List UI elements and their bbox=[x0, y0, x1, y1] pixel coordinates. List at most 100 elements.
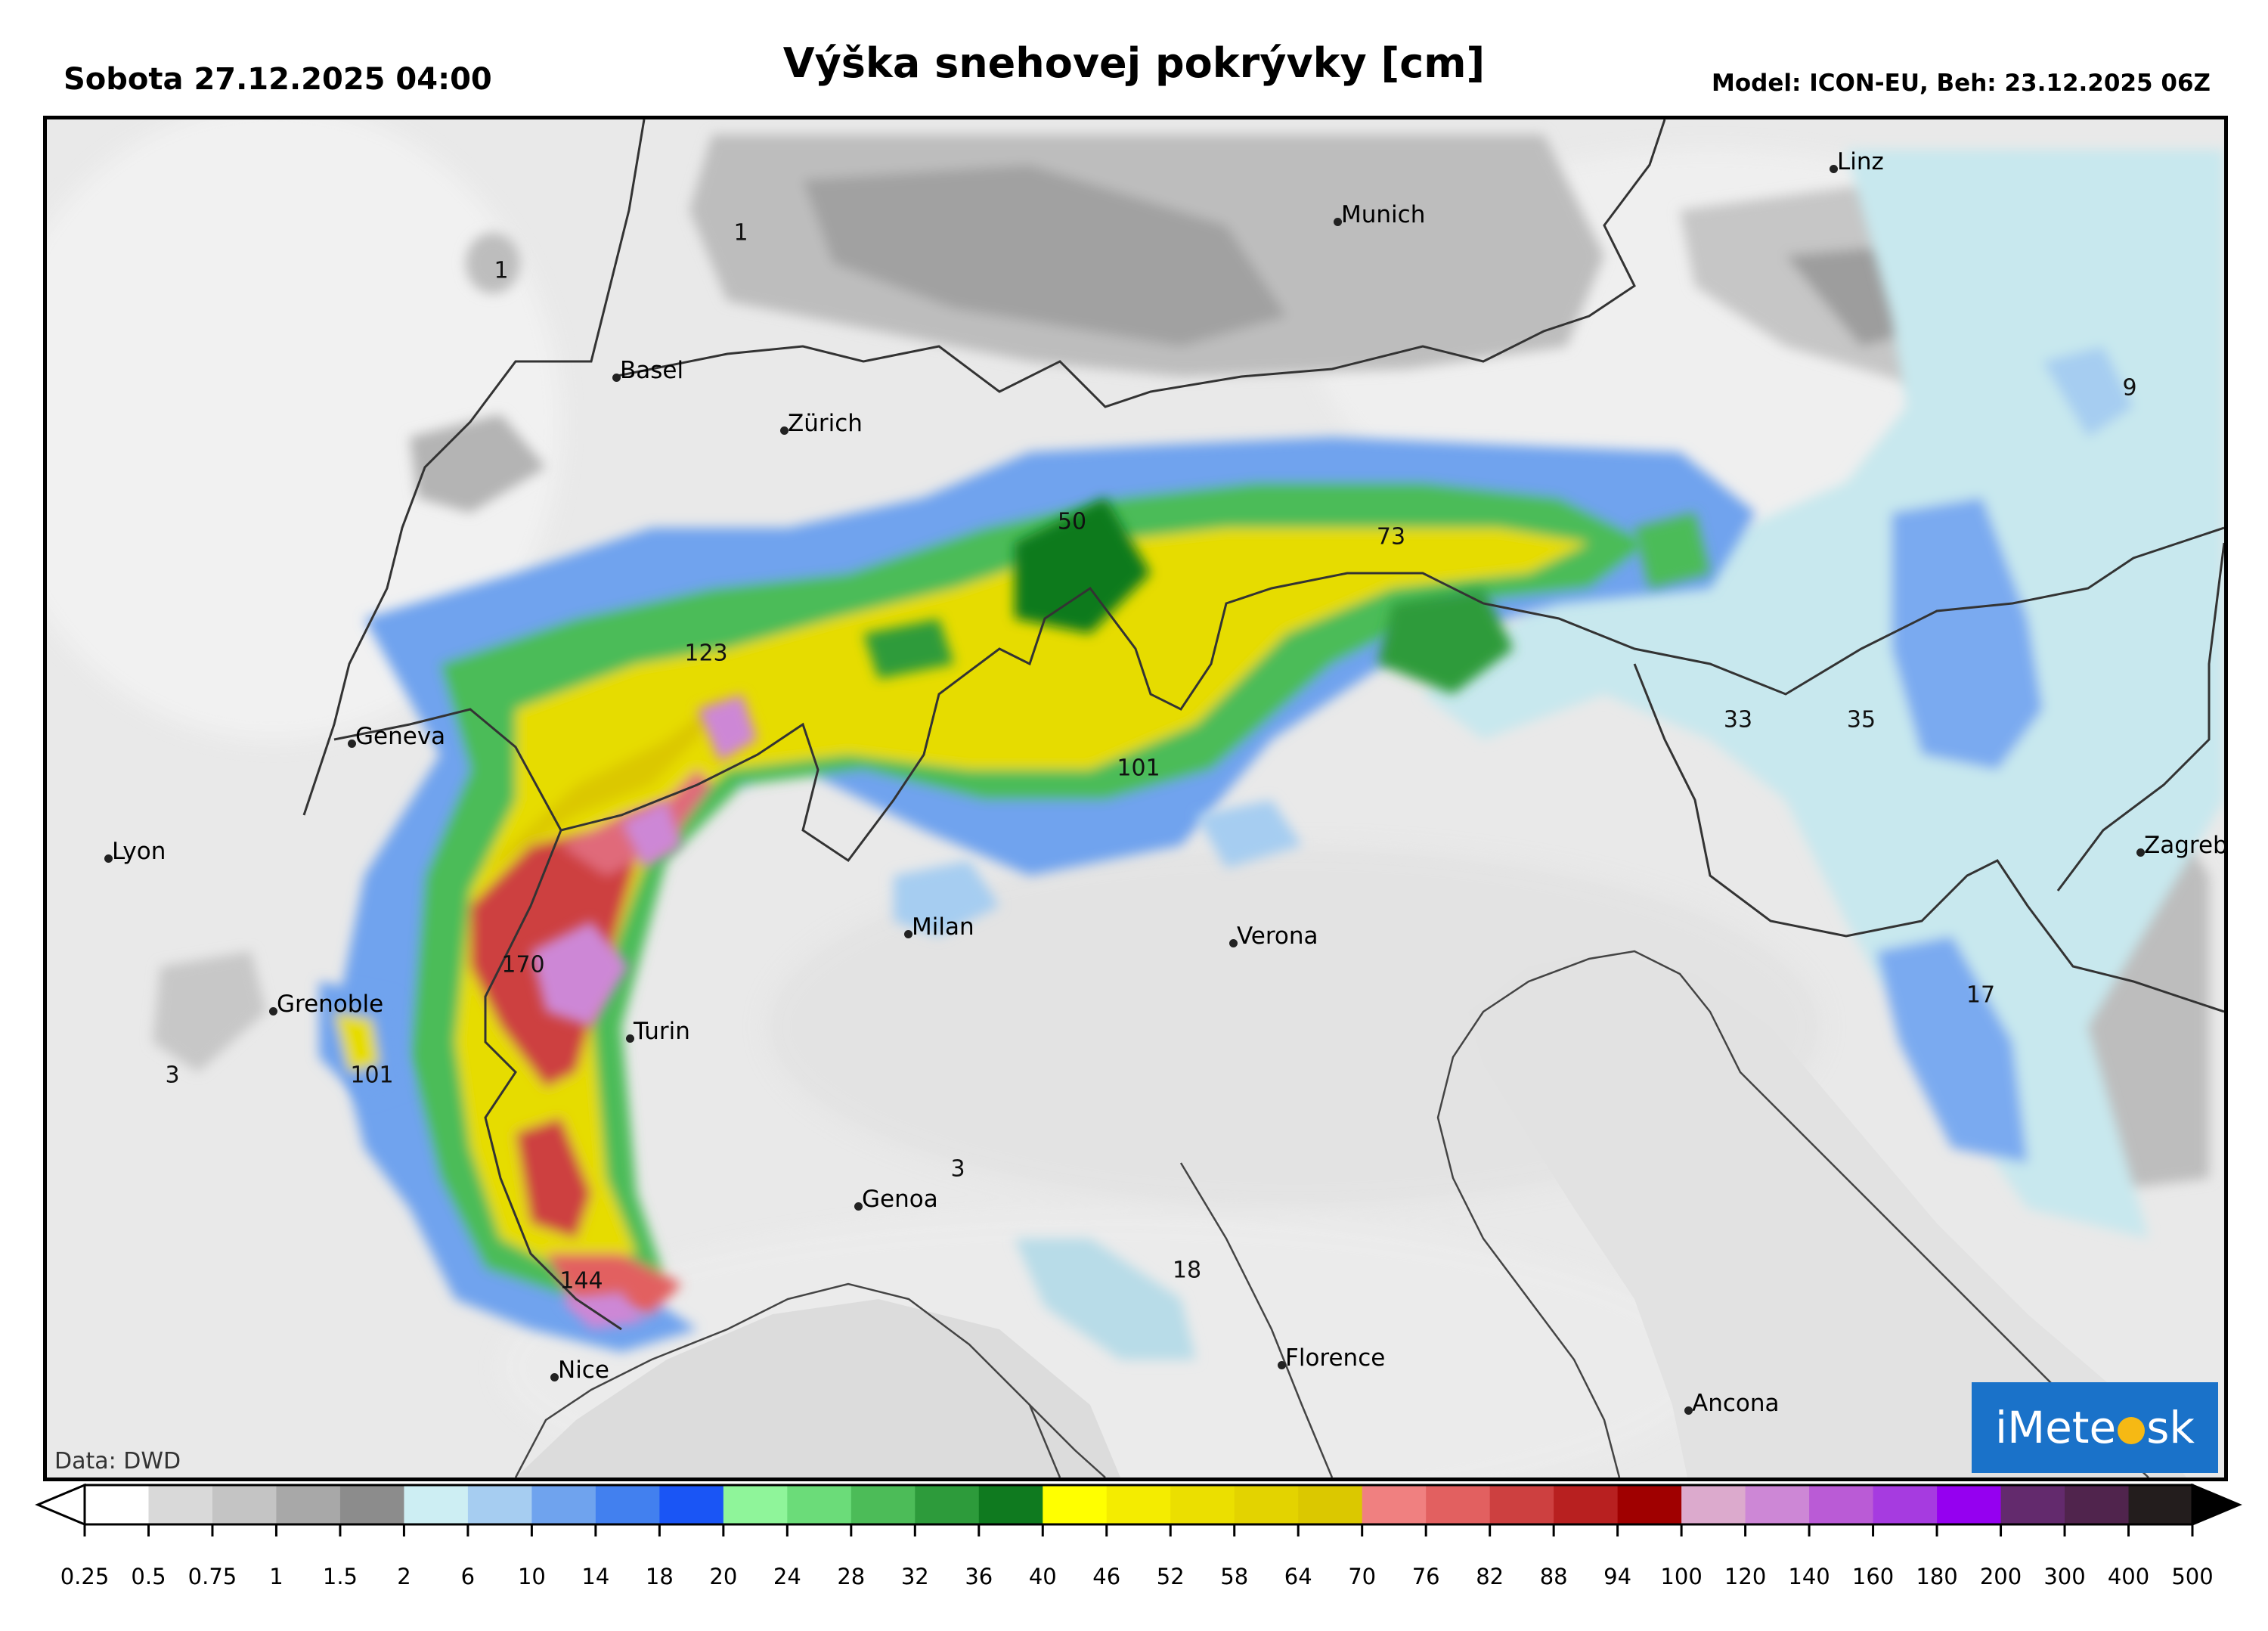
legend-tick-label: 0.75 bbox=[187, 1564, 237, 1589]
legend-swatch bbox=[85, 1485, 149, 1524]
city-marker bbox=[904, 930, 912, 938]
logo-text-start: iMete bbox=[1994, 1402, 2117, 1453]
city-marker bbox=[1684, 1406, 1693, 1415]
city-label-linz: Linz bbox=[1830, 148, 1884, 175]
value-label: 170 bbox=[501, 951, 545, 978]
city-label-ancona: Ancona bbox=[1684, 1390, 1780, 1417]
city-marker bbox=[854, 1202, 863, 1211]
legend-tick-label: 400 bbox=[2107, 1564, 2150, 1589]
snow-purple-cores bbox=[531, 694, 758, 1329]
model-run-label: Model: ICON-EU, Beh: 23.12.2025 06Z bbox=[1712, 70, 2211, 97]
city-marker bbox=[612, 374, 621, 382]
value-label: 9 bbox=[2122, 374, 2137, 402]
value-label: 144 bbox=[559, 1267, 603, 1295]
legend-swatch bbox=[1298, 1485, 1363, 1524]
city-label-munich: Munich bbox=[1334, 201, 1425, 228]
legend-tick-label: 64 bbox=[1284, 1564, 1312, 1589]
legend-tick-label: 120 bbox=[1724, 1564, 1767, 1589]
city-label-verona: Verona bbox=[1229, 922, 1318, 950]
value-label: 18 bbox=[1172, 1257, 1202, 1284]
city-marker bbox=[1278, 1361, 1286, 1369]
snow-small-patches bbox=[319, 800, 1302, 1102]
city-marker bbox=[780, 426, 789, 435]
legend-swatch bbox=[915, 1485, 980, 1524]
value-label: 35 bbox=[1846, 706, 1876, 733]
legend-tick-label: 14 bbox=[581, 1564, 610, 1589]
adriatic-sea bbox=[1468, 951, 2186, 1478]
legend-swatch bbox=[1362, 1485, 1427, 1524]
city-label-grenoble: Grenoble bbox=[269, 991, 383, 1018]
legend-tick-label: 70 bbox=[1348, 1564, 1377, 1589]
legend-tick-label: 160 bbox=[1851, 1564, 1895, 1589]
legend-swatch bbox=[1745, 1485, 1810, 1524]
legend-swatch bbox=[1234, 1485, 1299, 1524]
city-label-zagreb: Zagreb bbox=[2136, 832, 2224, 859]
legend-swatch bbox=[723, 1485, 788, 1524]
city-label-turin: Turin bbox=[626, 1018, 690, 1045]
data-credit: Data: DWD bbox=[54, 1448, 181, 1474]
map-layer bbox=[47, 119, 2224, 1478]
legend-swatch bbox=[148, 1485, 213, 1524]
map-title: Výška snehovej pokrývky [cm] bbox=[782, 39, 1486, 87]
value-label: 1 bbox=[733, 219, 748, 247]
snow-depth-map: Linz Munich Basel Zürich Geneva Lyon Mil… bbox=[43, 116, 2228, 1481]
legend-swatch bbox=[1554, 1485, 1619, 1524]
value-label: 33 bbox=[1723, 706, 1753, 733]
legend-swatch bbox=[850, 1485, 916, 1524]
value-label: 3 bbox=[950, 1155, 965, 1183]
legend-tick-label: 1.5 bbox=[322, 1564, 358, 1589]
legend-swatch bbox=[212, 1485, 277, 1524]
value-label: 50 bbox=[1057, 508, 1087, 535]
legend-tick-label: 300 bbox=[2043, 1564, 2086, 1589]
legend-tick-label: 32 bbox=[900, 1564, 929, 1589]
legend-tick-label: 76 bbox=[1411, 1564, 1440, 1589]
legend-swatch bbox=[1170, 1485, 1235, 1524]
city-marker bbox=[550, 1373, 559, 1381]
city-marker bbox=[1229, 939, 1238, 947]
legend-tick-label: 36 bbox=[965, 1564, 993, 1589]
city-label-zurich: Zürich bbox=[780, 410, 863, 437]
legend-swatch bbox=[404, 1485, 469, 1524]
legend-tick-label: 100 bbox=[1660, 1564, 1703, 1589]
legend-tick-label: 20 bbox=[709, 1564, 738, 1589]
legend-swatch bbox=[1489, 1485, 1554, 1524]
value-label: 17 bbox=[1966, 981, 1996, 1009]
legend-border bbox=[83, 1484, 2194, 1526]
city-label-genoa: Genoa bbox=[854, 1186, 938, 1213]
value-label: 3 bbox=[165, 1062, 180, 1089]
legend-swatch bbox=[1617, 1485, 1682, 1524]
city-label-geneva: Geneva bbox=[348, 723, 445, 750]
legend-swatch bbox=[531, 1485, 596, 1524]
city-marker bbox=[348, 740, 356, 748]
city-label-florence: Florence bbox=[1278, 1344, 1385, 1372]
coastlines bbox=[514, 950, 2149, 1478]
legend-swatch bbox=[1426, 1485, 1491, 1524]
legend-swatch bbox=[595, 1485, 660, 1524]
value-label: 101 bbox=[350, 1062, 394, 1089]
legend-swatch bbox=[339, 1485, 404, 1524]
legend-swatch bbox=[467, 1485, 532, 1524]
legend-swatch bbox=[2128, 1485, 2193, 1524]
legend-tick-label: 2 bbox=[397, 1564, 411, 1589]
snow-green-patches bbox=[863, 498, 1710, 694]
legend-swatch bbox=[787, 1485, 852, 1524]
city-label-milan: Milan bbox=[904, 913, 974, 941]
imeteo-logo[interactable]: iMete sk bbox=[1972, 1382, 2218, 1473]
legend-swatch bbox=[1681, 1485, 1746, 1524]
legend-tick-label: 40 bbox=[1028, 1564, 1057, 1589]
legend-tick-label: 10 bbox=[517, 1564, 546, 1589]
legend-tick-label: 82 bbox=[1476, 1564, 1504, 1589]
city-label-lyon: Lyon bbox=[104, 838, 166, 865]
legend-tick-label: 6 bbox=[460, 1564, 476, 1589]
legend-tick-label: 500 bbox=[2171, 1564, 2214, 1589]
legend-tick-label: 180 bbox=[1916, 1564, 1958, 1589]
legend-swatch bbox=[1809, 1485, 1874, 1524]
city-label-nice: Nice bbox=[550, 1357, 609, 1384]
city-label-basel: Basel bbox=[612, 357, 683, 384]
legend-tick-label: 200 bbox=[1979, 1564, 2022, 1589]
legend-tick-label: 52 bbox=[1156, 1564, 1185, 1589]
city-marker bbox=[1830, 165, 1838, 173]
legend-arrow-min bbox=[35, 1484, 86, 1527]
value-label: 73 bbox=[1376, 523, 1406, 550]
value-label: 123 bbox=[684, 640, 728, 667]
